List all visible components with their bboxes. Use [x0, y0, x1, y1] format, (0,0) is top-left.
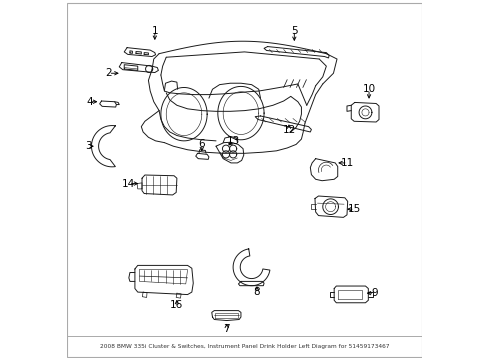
Text: 13: 13 [227, 136, 240, 146]
Text: 3: 3 [85, 141, 92, 151]
Text: 2008 BMW 335i Cluster & Switches, Instrument Panel Drink Holder Left Diagram for: 2008 BMW 335i Cluster & Switches, Instru… [100, 344, 388, 349]
Text: 16: 16 [170, 300, 183, 310]
Text: 4: 4 [86, 97, 93, 107]
Text: 2: 2 [105, 68, 112, 78]
Text: 8: 8 [253, 287, 260, 297]
Text: 6: 6 [198, 139, 204, 149]
Text: 9: 9 [370, 288, 377, 298]
Text: 14: 14 [122, 179, 135, 189]
Text: 12: 12 [282, 125, 295, 135]
Text: 5: 5 [290, 26, 297, 36]
Text: 11: 11 [340, 158, 354, 168]
Text: 7: 7 [223, 324, 229, 334]
Text: 10: 10 [362, 84, 375, 94]
Text: 15: 15 [347, 204, 361, 214]
Text: 1: 1 [151, 26, 158, 36]
